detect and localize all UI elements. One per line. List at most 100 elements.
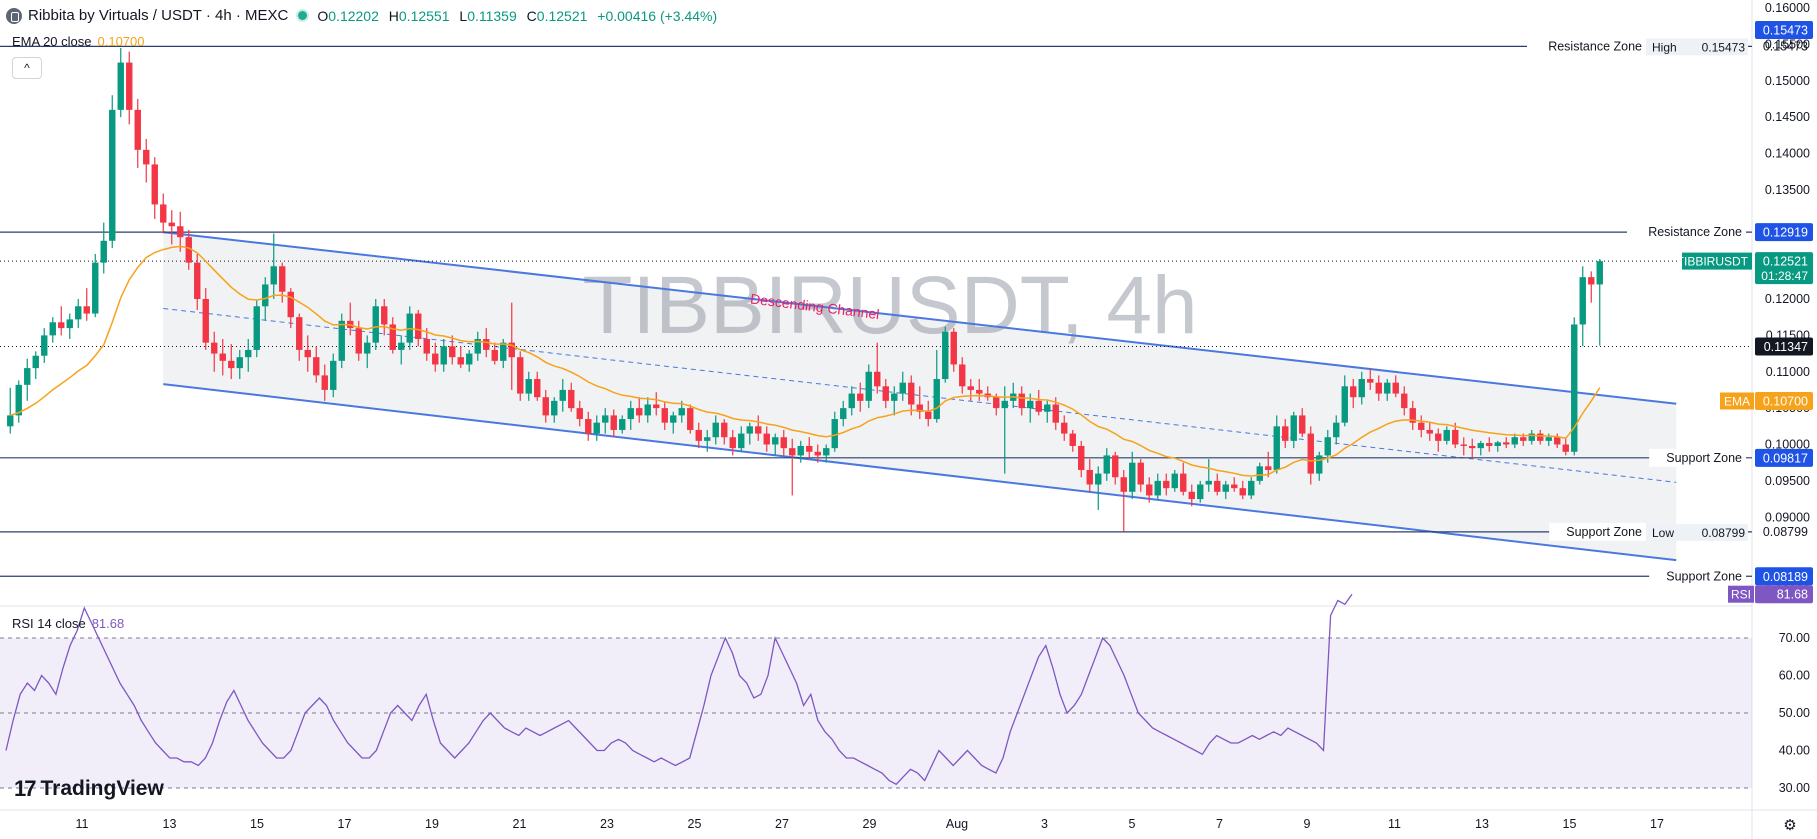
candle-body — [1027, 400, 1034, 409]
candle — [908, 375, 915, 416]
rsi-pane[interactable] — [0, 593, 1752, 789]
candle — [755, 415, 762, 441]
candle — [1477, 440, 1484, 456]
reference-level-tag: 0.11347 — [1764, 340, 1808, 354]
candle-body — [1494, 442, 1501, 446]
candle-body — [508, 342, 515, 358]
candle-body — [474, 339, 481, 354]
candle — [1571, 317, 1578, 456]
price-tick-label: 0.15500 — [1765, 37, 1810, 51]
candles-layer[interactable] — [7, 48, 1603, 532]
price-tick-label: 0.14500 — [1765, 110, 1810, 124]
high-key: H — [388, 7, 399, 24]
brand-name: TradingView — [40, 777, 164, 800]
candle-body — [721, 422, 728, 438]
horizontal-levels[interactable]: Resistance Zone High 0.15473 Resistance Zon… — [0, 37, 1752, 586]
candle-body — [1282, 426, 1289, 441]
candle-body — [559, 389, 566, 401]
candle — [41, 328, 48, 364]
candle — [542, 389, 549, 423]
candle — [1562, 437, 1569, 456]
time-tick-label: 17 — [338, 817, 352, 831]
low-value: 0.11359 — [467, 7, 517, 24]
time-tick-label: 29 — [863, 817, 877, 831]
candle — [1095, 466, 1102, 510]
rsi-legend[interactable]: RSI 14 close 81.68 — [12, 616, 124, 631]
candle-body — [1503, 442, 1510, 445]
candle — [432, 342, 439, 372]
level-axis-tag-bg — [1755, 567, 1813, 586]
level-tag-value: 0.08799 — [1702, 526, 1746, 540]
tradingview-logo[interactable]: 17 TradingView — [14, 776, 164, 802]
level-axis-tag-bg — [1755, 448, 1813, 467]
candle-body — [1078, 445, 1085, 470]
current-price-symbol: TIBBIRUSDT — [1677, 255, 1749, 269]
collapse-legend-button[interactable]: ^ — [12, 57, 42, 79]
candle — [83, 288, 90, 321]
top-value-tag-bg — [1755, 21, 1813, 39]
candle — [831, 411, 838, 452]
candle — [610, 409, 617, 438]
candle — [75, 299, 82, 329]
candle-body — [1426, 429, 1433, 434]
candle — [678, 400, 685, 423]
time-axis[interactable]: 11 13 15 17 19 21 23 25 27 29 Aug 3 5 7 9 11 13 15 17 ⚙ — [76, 816, 1797, 834]
symbol-title[interactable]: Ribbita by Virtuals / USDT · 4h · MEXC — [28, 7, 289, 24]
candle-body — [1579, 277, 1586, 325]
candle-body — [1120, 477, 1127, 492]
candle-body — [143, 149, 150, 165]
candle — [1137, 459, 1144, 492]
candle — [1503, 437, 1510, 449]
candle — [1171, 469, 1178, 492]
candle — [313, 346, 320, 383]
candle-body — [959, 364, 966, 387]
candle-body — [1052, 404, 1059, 423]
level-tag-value: 0.15473 — [1702, 40, 1746, 54]
candle-body — [627, 408, 634, 420]
candle-body — [1307, 433, 1314, 474]
candle-body — [585, 419, 592, 434]
change-value: +0.00416 (+3.44%) — [597, 7, 718, 24]
ema-legend[interactable]: EMA 20 close 0.10700 — [12, 34, 145, 49]
candle-body — [1137, 462, 1144, 485]
channel-upper-line — [163, 231, 1677, 405]
candle — [1375, 375, 1382, 401]
candle-body — [1086, 469, 1093, 485]
candle — [1486, 437, 1493, 452]
candle-body — [1401, 393, 1408, 409]
candle-body — [126, 62, 133, 110]
candle — [627, 400, 634, 430]
candle-body — [542, 397, 549, 416]
candle-body — [245, 349, 252, 358]
candle-body — [1171, 473, 1178, 489]
candle-body — [848, 393, 855, 409]
candle — [882, 379, 889, 409]
time-tick-label: 9 — [1304, 817, 1311, 831]
candle-body — [1095, 473, 1102, 485]
candle — [568, 382, 575, 412]
candle-body — [729, 437, 736, 449]
candle-body — [695, 429, 702, 441]
level-label-bg — [1649, 448, 1746, 467]
candle-body — [457, 357, 464, 365]
time-tick-label: 17 — [1650, 817, 1664, 831]
candle-body — [882, 386, 889, 401]
candle — [1324, 429, 1331, 463]
candle-body — [398, 342, 405, 350]
candle-body — [49, 322, 56, 336]
candle-body — [355, 328, 362, 354]
candle — [1528, 429, 1535, 445]
rsi-tick-label: 60.00 — [1779, 669, 1810, 683]
candle — [534, 371, 541, 401]
candle-body — [670, 415, 677, 423]
candle — [270, 233, 277, 299]
candle-body — [500, 342, 507, 361]
candle-body — [1452, 429, 1459, 445]
candle-body — [117, 62, 124, 110]
candle — [1018, 386, 1025, 416]
candle — [1061, 415, 1068, 441]
candle — [1146, 477, 1153, 503]
rsi-tick-label: 50.00 — [1779, 706, 1810, 720]
candle — [58, 306, 65, 336]
